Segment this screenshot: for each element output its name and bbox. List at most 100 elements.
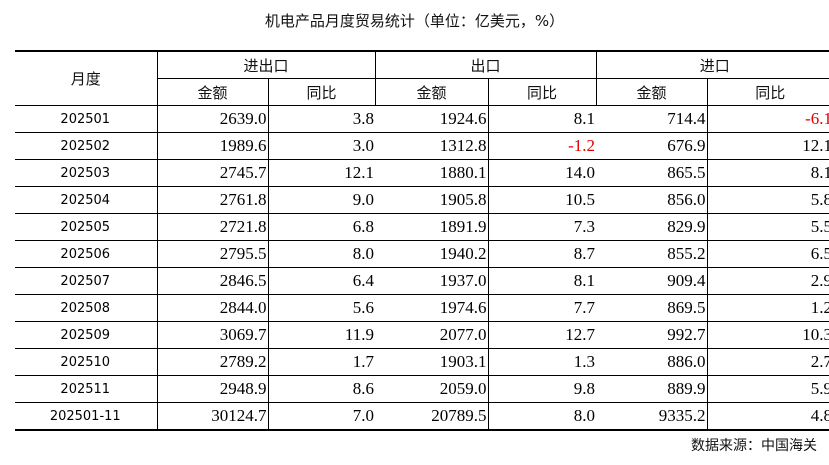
cell-export-amount: 1940.2	[375, 240, 489, 268]
cell-import-yoy: 2.9	[707, 267, 829, 295]
cell-export-amount: 1937.0	[375, 267, 489, 295]
cell-export-yoy: 1.3	[488, 348, 597, 376]
cell-month: 202502	[15, 132, 158, 160]
cell-import-yoy: 8.1	[707, 159, 829, 187]
cell-total-amount: 2761.8	[157, 186, 269, 214]
table-row: 202511 2948.9 8.6 2059.0 9.8 889.9 5.9	[15, 375, 829, 403]
cell-export-amount: 2059.0	[375, 375, 489, 403]
cell-import-amount: 855.2	[596, 240, 708, 268]
header-export: 出口	[374, 50, 597, 79]
table-row: 202504 2761.8 9.0 1905.8 10.5 856.0 5.8	[15, 186, 829, 214]
cell-export-amount: 1312.8	[375, 132, 489, 160]
cell-total-yoy: 12.1	[268, 159, 376, 187]
cell-total-yoy: 3.0	[268, 132, 376, 160]
cell-total-yoy: 9.0	[268, 186, 376, 214]
cell-import-amount: 9335.2	[596, 402, 708, 431]
cell-export-yoy: 9.8	[488, 375, 597, 403]
cell-import-amount: 676.9	[596, 132, 708, 160]
cell-total-yoy: 8.0	[268, 240, 376, 268]
cell-export-amount: 1974.6	[375, 294, 489, 322]
cell-import-amount: 889.9	[596, 375, 708, 403]
cell-import-yoy: 10.3	[707, 321, 829, 349]
cell-total-amount: 2948.9	[157, 375, 269, 403]
table-row: 202506 2795.5 8.0 1940.2 8.7 855.2 6.5	[15, 240, 829, 268]
cell-month: 202501	[15, 105, 158, 133]
cell-import-amount: 865.5	[596, 159, 708, 187]
cell-month: 202503	[15, 159, 158, 187]
cell-total-amount: 2639.0	[157, 105, 269, 133]
cell-export-yoy: 7.7	[488, 294, 597, 322]
cell-total-yoy: 11.9	[268, 321, 376, 349]
cell-export-yoy: 8.7	[488, 240, 597, 268]
cell-export-amount: 20789.5	[375, 402, 489, 431]
cell-month: 202504	[15, 186, 158, 214]
cell-total-amount: 2795.5	[157, 240, 269, 268]
cell-import-yoy: 2.7	[707, 348, 829, 376]
cell-total-yoy: 3.8	[268, 105, 376, 133]
cell-total-amount: 1989.6	[157, 132, 269, 160]
cell-import-yoy: 1.2	[707, 294, 829, 322]
cell-import-yoy: -6.1	[707, 105, 829, 133]
table-row: 202510 2789.2 1.7 1903.1 1.3 886.0 2.7	[15, 348, 829, 376]
cell-month: 202501-11	[15, 402, 158, 431]
cell-import-yoy: 5.9	[707, 375, 829, 403]
cell-month: 202511	[15, 375, 158, 403]
cell-month: 202510	[15, 348, 158, 376]
cell-month: 202506	[15, 240, 158, 268]
header-amount: 金额	[374, 78, 489, 106]
cell-total-amount: 30124.7	[157, 402, 269, 431]
header-month: 月度	[15, 50, 158, 106]
data-source: 数据来源：中国海关	[691, 438, 817, 454]
cell-total-yoy: 7.0	[268, 402, 376, 431]
cell-import-amount: 856.0	[596, 186, 708, 214]
cell-export-amount: 1924.6	[375, 105, 489, 133]
page-title: 机电产品月度贸易统计（单位：亿美元，%）	[264, 12, 565, 30]
cell-month: 202509	[15, 321, 158, 349]
cell-total-amount: 2846.5	[157, 267, 269, 295]
header-import: 进口	[595, 50, 829, 79]
cell-total-amount: 2844.0	[157, 294, 269, 322]
cell-export-yoy: -1.2	[488, 132, 597, 160]
cell-export-amount: 1903.1	[375, 348, 489, 376]
cell-total-amount: 2721.8	[157, 213, 269, 241]
cell-import-amount: 714.4	[596, 105, 708, 133]
cell-export-amount: 1905.8	[375, 186, 489, 214]
table-row: 202505 2721.8 6.8 1891.9 7.3 829.9 5.5	[15, 213, 829, 241]
cell-import-yoy: 6.5	[707, 240, 829, 268]
cell-export-yoy: 8.1	[488, 267, 597, 295]
header-yoy: 同比	[267, 78, 376, 106]
table-row: 202507 2846.5 6.4 1937.0 8.1 909.4 2.9	[15, 267, 829, 295]
cell-import-amount: 829.9	[596, 213, 708, 241]
cell-export-amount: 1880.1	[375, 159, 489, 187]
table-row: 202503 2745.7 12.1 1880.1 14.0 865.5 8.1	[15, 159, 829, 187]
cell-import-amount: 992.7	[596, 321, 708, 349]
cell-total-yoy: 5.6	[268, 294, 376, 322]
cell-total-amount: 3069.7	[157, 321, 269, 349]
cell-import-amount: 886.0	[596, 348, 708, 376]
cell-import-yoy: 5.8	[707, 186, 829, 214]
cell-import-amount: 909.4	[596, 267, 708, 295]
header-yoy: 同比	[487, 78, 597, 106]
table-row: 202501 2639.0 3.8 1924.6 8.1 714.4 -6.1	[15, 105, 829, 133]
header-yoy: 同比	[706, 78, 829, 106]
cell-import-yoy: 4.8	[707, 402, 829, 431]
cell-total-yoy: 8.6	[268, 375, 376, 403]
table-row: 202501-11 30124.7 7.0 20789.5 8.0 9335.2 4.8	[15, 402, 829, 431]
cell-total-yoy: 6.8	[268, 213, 376, 241]
cell-export-yoy: 12.7	[488, 321, 597, 349]
table-row: 202508 2844.0 5.6 1974.6 7.7 869.5 1.2	[15, 294, 829, 322]
header-total: 进出口	[156, 50, 376, 79]
header-amount: 金额	[157, 78, 269, 106]
cell-month: 202508	[15, 294, 158, 322]
cell-total-yoy: 6.4	[268, 267, 376, 295]
cell-export-amount: 2077.0	[375, 321, 489, 349]
cell-import-yoy: 5.5	[707, 213, 829, 241]
cell-total-amount: 2745.7	[157, 159, 269, 187]
cell-export-yoy: 14.0	[488, 159, 597, 187]
cell-export-yoy: 10.5	[488, 186, 597, 214]
cell-export-yoy: 8.0	[488, 402, 597, 431]
cell-export-yoy: 8.1	[488, 105, 597, 133]
cell-month: 202507	[15, 267, 158, 295]
cell-month: 202505	[15, 213, 158, 241]
cell-total-yoy: 1.7	[268, 348, 376, 376]
